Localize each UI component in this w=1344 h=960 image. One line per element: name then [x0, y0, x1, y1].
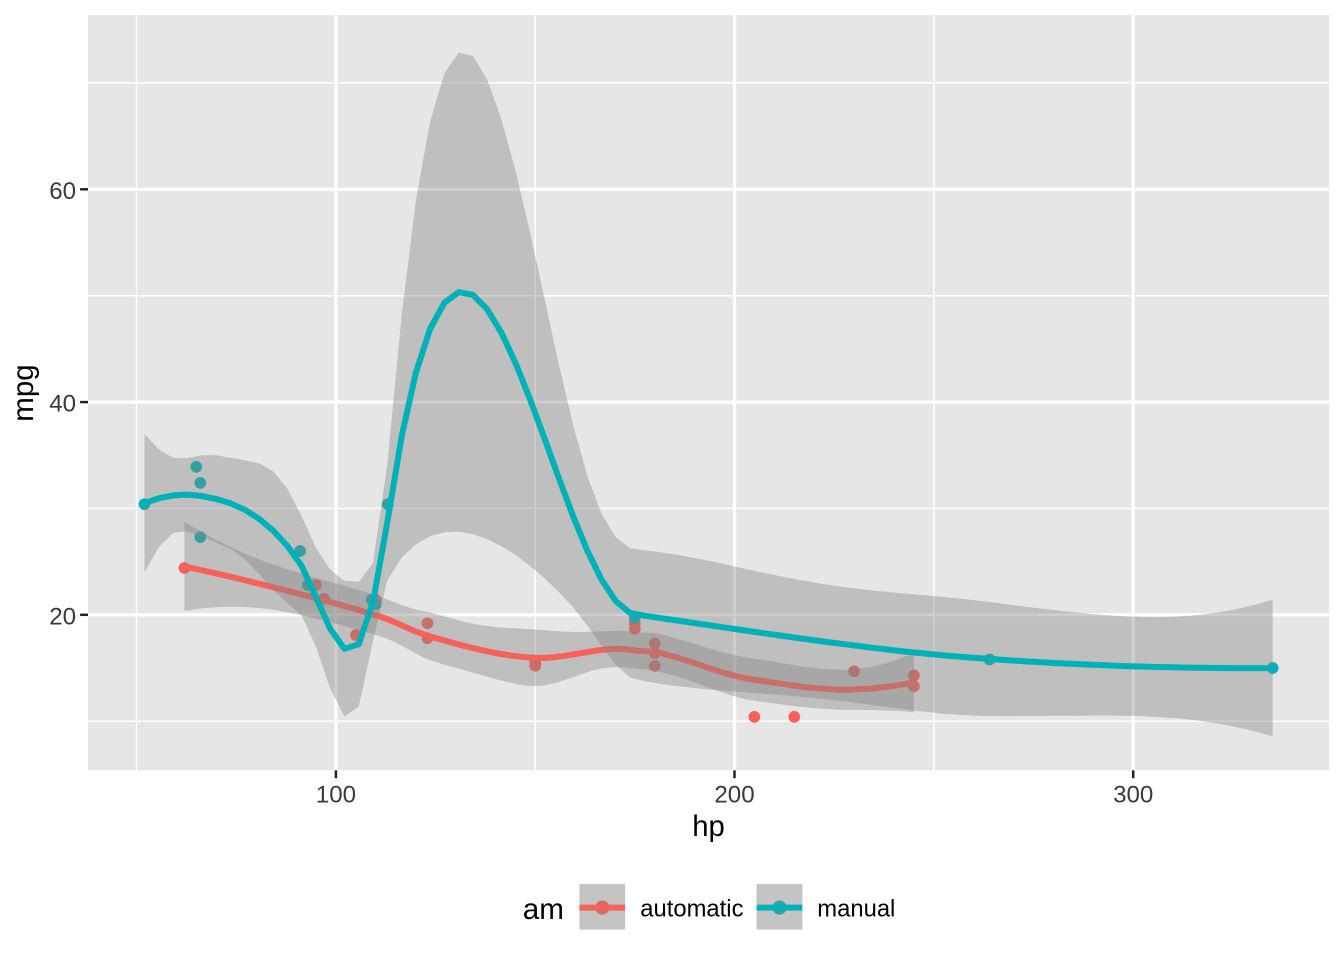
svg-text:am: am [523, 893, 564, 926]
svg-text:automatic: automatic [640, 895, 743, 922]
svg-text:20: 20 [49, 603, 76, 630]
svg-text:100: 100 [316, 782, 356, 809]
svg-text:hp: hp [692, 810, 725, 843]
svg-text:60: 60 [49, 178, 76, 205]
svg-text:mpg: mpg [7, 364, 40, 421]
svg-text:manual: manual [817, 895, 895, 922]
svg-text:200: 200 [714, 782, 754, 809]
svg-text:40: 40 [49, 391, 76, 418]
svg-text:300: 300 [1113, 782, 1153, 809]
